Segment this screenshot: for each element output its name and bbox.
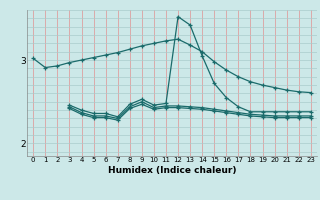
X-axis label: Humidex (Indice chaleur): Humidex (Indice chaleur): [108, 166, 236, 175]
